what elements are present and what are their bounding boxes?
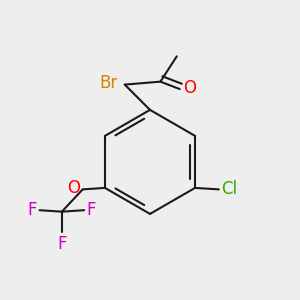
Text: Cl: Cl <box>221 180 237 198</box>
Text: O: O <box>67 179 80 197</box>
Text: Br: Br <box>99 74 117 92</box>
Text: F: F <box>28 201 37 219</box>
Text: F: F <box>57 235 67 253</box>
Text: O: O <box>183 80 196 98</box>
Text: F: F <box>86 201 96 219</box>
